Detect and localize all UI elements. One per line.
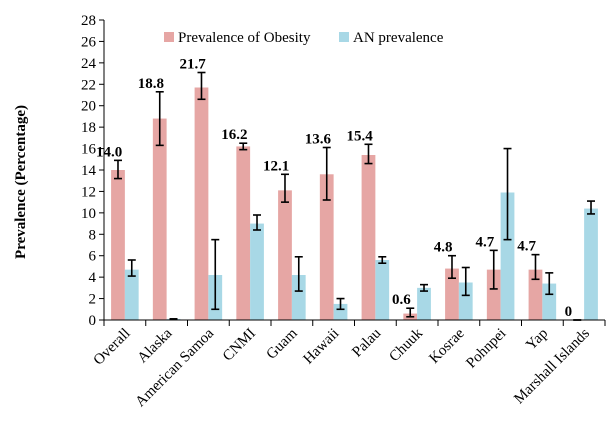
y-tick-label: 4: [89, 270, 97, 286]
obesity-data-label: 13.6: [305, 132, 332, 148]
obesity-data-label: 21.7: [179, 57, 206, 73]
y-tick-label: 0: [89, 313, 97, 329]
obesity-data-label: 15.4: [346, 128, 373, 144]
an-bar: [542, 283, 557, 320]
x-category-label: Guam: [263, 325, 300, 362]
obesity-bar: [361, 155, 376, 320]
y-tick-label: 14: [81, 163, 97, 179]
an-bar: [291, 275, 306, 320]
bars: 14.0 18.8 21.7 16.2 12.1 13.6 15.4 0.6 4.8 4.7 4.7…: [96, 57, 598, 321]
x-category-label: CNMI: [220, 326, 259, 365]
legend-label-obesity: Prevalence of Obesity: [178, 30, 311, 46]
obesity-bar: [319, 174, 334, 320]
x-category-label: Yap: [523, 326, 551, 354]
an-bar: [124, 269, 139, 320]
obesity-data-label: 14.0: [96, 144, 122, 160]
obesity-data-label: 4.7: [475, 234, 494, 250]
obesity-data-label: 18.8: [138, 76, 164, 92]
y-tick-label: 24: [81, 56, 97, 72]
y-tick-label: 26: [81, 34, 97, 50]
obesity-bar: [486, 269, 501, 320]
legend-swatch-an: [339, 32, 349, 42]
an-bar: [375, 260, 390, 320]
y-tick-label: 16: [81, 142, 97, 158]
x-category-label: Kosrae: [426, 325, 468, 367]
an-bar: [458, 282, 473, 320]
y-tick-label: 20: [81, 99, 96, 115]
obesity-bar: [236, 146, 251, 320]
y-tick-label: 18: [81, 120, 96, 136]
an-bar: [417, 287, 431, 320]
obesity-data-label: 12.1: [263, 158, 289, 174]
y-tick-label: 28: [81, 13, 96, 29]
obesity-bar: [152, 118, 167, 320]
x-category-label: Marshall Islands: [511, 325, 593, 407]
an-bar: [333, 303, 348, 320]
obesity-bar: [194, 87, 209, 320]
an-bar: [584, 208, 598, 320]
obesity-data-label: 0.6: [392, 292, 411, 308]
legend: Prevalence of Obesity AN prevalence: [164, 30, 444, 46]
obesity-data-label: 4.8: [434, 240, 453, 256]
x-category-label: Chuuk: [386, 325, 426, 365]
obesity-bar: [111, 170, 125, 320]
y-tick-label: 8: [89, 227, 97, 243]
x-category-label: Overall: [91, 326, 134, 369]
y-tick-label: 6: [89, 249, 97, 265]
x-category-label: Palau: [349, 325, 384, 360]
y-tick-label: 12: [81, 184, 96, 200]
x-category-label: Hawaii: [301, 326, 343, 368]
x-category-label: American Samoa: [133, 325, 218, 410]
obesity-data-label: 0: [565, 304, 573, 320]
legend-label-an: AN prevalence: [353, 30, 444, 46]
y-axis-title: Prevalence (Percentage): [13, 105, 29, 259]
an-bar: [500, 192, 515, 320]
x-category-label: Alaska: [135, 325, 176, 366]
an-bar: [250, 223, 264, 320]
obesity-data-label: 16.2: [221, 127, 247, 143]
y-tick-label: 2: [89, 292, 97, 308]
y-tick-label: 10: [81, 206, 96, 222]
obesity-bar: [445, 268, 459, 320]
obesity-data-label: 4.7: [517, 239, 536, 255]
obesity-bar: [278, 190, 292, 320]
y-tick-label: 22: [81, 77, 96, 93]
x-category-label: Pohnpei: [463, 326, 509, 372]
obesity-bar: [528, 269, 543, 320]
legend-swatch-obesity: [164, 32, 174, 42]
